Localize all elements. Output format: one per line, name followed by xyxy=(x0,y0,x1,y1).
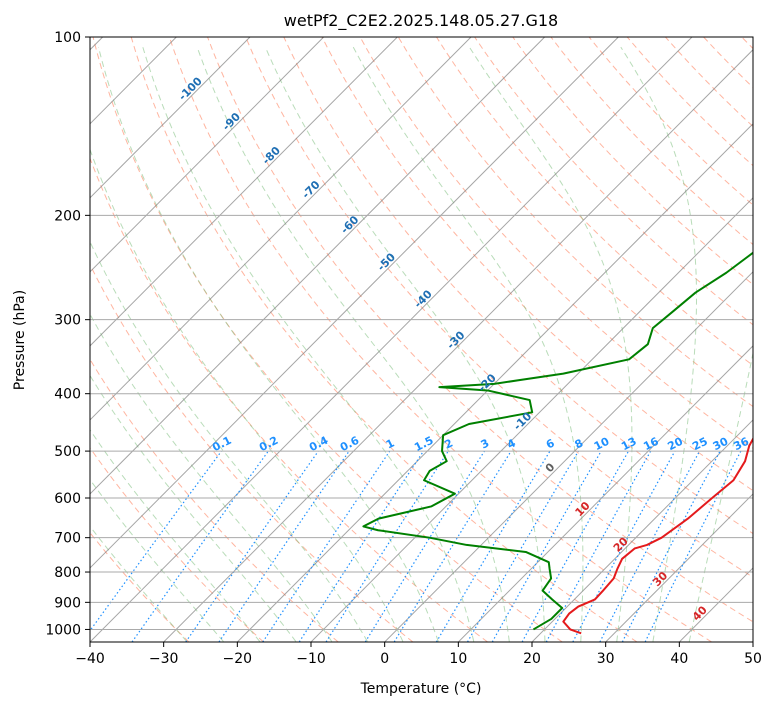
mixing-ratio-label: 25 xyxy=(690,435,710,454)
dry-adiabat-line xyxy=(626,37,753,167)
dry-adiabat-line xyxy=(436,37,753,367)
isotherm-line xyxy=(457,345,753,642)
mixing-ratio-line xyxy=(393,450,512,642)
dry-adiabat-line xyxy=(245,37,753,578)
x-tick-label: 0 xyxy=(380,651,389,667)
mixing-ratio-line xyxy=(572,450,676,642)
x-tick-label: −20 xyxy=(223,651,253,667)
dry-adiabat-line xyxy=(321,37,753,492)
mixing-ratio-line xyxy=(491,450,602,642)
y-axis-label: Pressure (hPa) xyxy=(12,290,28,390)
isotherm-line xyxy=(236,123,753,642)
dry-adiabat-line xyxy=(550,37,753,246)
isotherm-line xyxy=(605,493,753,642)
plot-frame xyxy=(89,36,754,643)
mixing-ratio-line xyxy=(435,450,551,642)
x-tick-label: −40 xyxy=(75,651,105,667)
chart-title: wetPf2_C2E2.2025.148.05.27.G18 xyxy=(284,11,558,31)
isotherm-line xyxy=(310,197,753,642)
y-tick-label: 500 xyxy=(54,444,81,460)
dewpoint-profile xyxy=(362,251,753,631)
mixing-ratio-line xyxy=(364,450,485,642)
x-tick-label: −10 xyxy=(296,651,326,667)
mixing-ratio-line xyxy=(545,450,652,642)
x-tick-label: 30 xyxy=(597,651,615,667)
x-tick-label: 20 xyxy=(523,651,541,667)
moist-adiabat-line xyxy=(90,148,404,642)
moist-adiabat-line xyxy=(90,313,333,642)
y-tick-label: 200 xyxy=(54,208,81,224)
y-tick-label: 100 xyxy=(54,30,81,46)
mixing-ratio-label: 20 xyxy=(666,435,686,454)
moist-adiabat-line xyxy=(620,46,698,642)
mixing-ratio-label: 10 xyxy=(592,435,612,454)
mixing-ratio-line xyxy=(325,450,449,642)
moist-adiabat-line xyxy=(90,478,224,642)
isotherm-line xyxy=(90,37,472,421)
dry-adiabat-line xyxy=(130,37,638,642)
isotherm-line xyxy=(90,37,398,347)
profiles xyxy=(362,251,753,635)
mixing-ratio-label: 16 xyxy=(641,435,661,454)
y-tick-label: 1000 xyxy=(45,622,81,638)
isotherm-line xyxy=(90,37,251,199)
moist-adiabat-line xyxy=(196,46,510,642)
dry-adiabat-line xyxy=(512,37,753,286)
y-axis-ticks: 100 200 300 400 500 600 700 800 900 1000 xyxy=(45,30,90,638)
moist-adiabat-line xyxy=(97,46,439,642)
isotherm-line xyxy=(163,49,753,642)
mixing-ratio-line xyxy=(466,450,580,642)
x-tick-label: 10 xyxy=(449,651,467,667)
isotherm-line xyxy=(90,37,693,642)
plot-area: 0.1 0.2 0.4 0.6 1 1.5 2 3 4 6 8 10 13 16 20 25 30 36-100-… xyxy=(89,36,754,643)
x-axis-ticks: −40 −30 −20 −10 0 10 20 30 40 50 xyxy=(75,642,762,667)
isotherm-line xyxy=(90,37,546,495)
x-tick-label: −30 xyxy=(149,651,179,667)
y-tick-label: 400 xyxy=(54,387,81,403)
background-reference-lines xyxy=(90,37,753,642)
moist-adiabat-line xyxy=(90,240,368,642)
mixing-ratio-line xyxy=(521,450,630,642)
mixing-ratio-label: 30 xyxy=(711,435,731,454)
moist-adiabat-line xyxy=(264,46,546,642)
isotherm-line xyxy=(531,419,753,642)
isotherm-line xyxy=(90,37,619,569)
isotherm-line xyxy=(384,271,753,642)
mixing-ratio-line xyxy=(90,450,222,632)
moist-adiabat-line xyxy=(142,46,475,642)
dry-adiabat-line xyxy=(207,37,753,623)
isotherm-line xyxy=(90,37,325,273)
y-tick-label: 300 xyxy=(54,313,81,329)
x-tick-label: 50 xyxy=(744,651,762,667)
x-tick-label: 40 xyxy=(670,651,688,667)
y-tick-label: 700 xyxy=(54,531,81,547)
dry-adiabat-line xyxy=(168,37,712,642)
y-tick-label: 600 xyxy=(54,491,81,507)
y-tick-label: 900 xyxy=(54,595,81,611)
mixing-ratio-line xyxy=(131,450,269,642)
y-tick-label: 800 xyxy=(54,565,81,581)
mixing-ratio-label: 13 xyxy=(619,435,639,454)
temperature-profile xyxy=(562,436,753,635)
pressure-gridlines xyxy=(90,37,753,630)
mixing-ratio-line xyxy=(218,450,350,642)
moist-adiabat-line xyxy=(688,350,753,642)
dry-adiabat-line xyxy=(90,446,264,642)
x-axis-label: Temperature (°C) xyxy=(360,681,482,697)
mixing-ratio-label: 36 xyxy=(732,435,752,454)
dry-adiabat-line xyxy=(397,37,753,408)
